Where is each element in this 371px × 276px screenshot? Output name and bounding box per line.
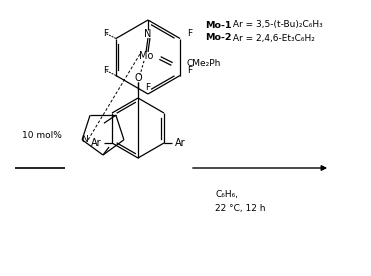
Text: Ar: Ar [91,138,101,148]
Text: N: N [144,29,152,39]
Text: N: N [81,135,88,144]
Text: F: F [145,83,151,92]
Text: F: F [187,66,193,75]
Text: O: O [134,73,142,83]
Text: Mo-1: Mo-1 [205,20,232,30]
Text: F: F [187,29,193,38]
Text: CMe₂Ph: CMe₂Ph [187,60,221,68]
Text: F: F [104,66,109,75]
Text: 22 °C, 12 h: 22 °C, 12 h [215,203,266,213]
Text: F: F [104,29,109,38]
Text: Ar = 2,4,6-Et₃C₆H₂: Ar = 2,4,6-Et₃C₆H₂ [230,33,315,43]
Text: C₆H₆,: C₆H₆, [215,190,238,200]
Text: 10 mol%: 10 mol% [22,131,62,139]
Text: Ar: Ar [175,138,185,148]
Text: Mo: Mo [139,51,153,61]
Text: Ar = 3,5-(t-Bu)₂C₆H₃: Ar = 3,5-(t-Bu)₂C₆H₃ [230,20,323,30]
Text: Mo-2: Mo-2 [205,33,232,43]
